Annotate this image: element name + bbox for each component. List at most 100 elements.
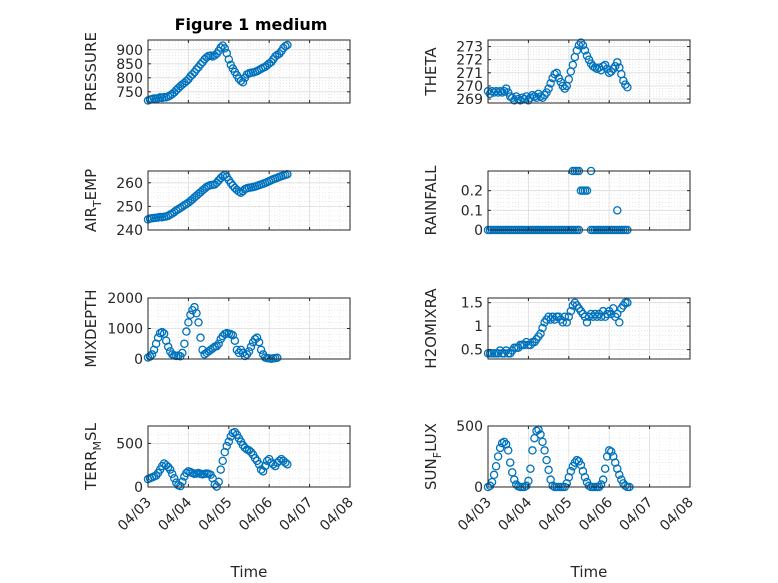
data-point <box>572 46 582 55</box>
y-grid <box>488 41 690 102</box>
y-label-main: PRESSURE <box>82 32 100 111</box>
y-tick-label: 273 <box>456 40 483 56</box>
data-point <box>606 67 616 76</box>
axes-box <box>147 425 351 488</box>
data-point <box>254 460 264 469</box>
data-point <box>186 310 195 320</box>
data-point <box>564 75 574 84</box>
data-point <box>526 464 535 473</box>
y-label-main: TERR <box>82 450 100 491</box>
data-point <box>544 465 553 475</box>
series-markers <box>143 302 282 363</box>
data-point <box>621 481 630 491</box>
data-point <box>499 86 509 96</box>
y-tick-label: 1000 <box>107 322 143 338</box>
data-point <box>546 79 555 88</box>
y-tick-label: 1.5 <box>461 296 483 312</box>
x-ticks <box>147 171 351 230</box>
data-point <box>167 469 177 479</box>
subplot-mixdepth: 0 1000 2000 MIXDEPTH <box>82 289 351 368</box>
y-axis-label: AIRTEMP <box>82 169 104 232</box>
y-ticks: 240 250 260 <box>116 176 350 239</box>
axes-box <box>147 39 351 104</box>
data-point <box>522 481 531 491</box>
data-point <box>230 427 240 437</box>
data-point <box>582 318 592 327</box>
data-point <box>580 472 590 482</box>
y-ticks: 0 0.1 0.2 <box>461 184 690 239</box>
y-tick-label: 900 <box>116 43 143 59</box>
data-point <box>510 475 519 484</box>
data-point <box>580 46 590 55</box>
data-point <box>216 465 225 474</box>
data-point <box>250 453 260 463</box>
data-point <box>516 96 525 105</box>
data-point <box>244 347 254 356</box>
data-point <box>497 438 507 448</box>
data-point <box>216 43 225 52</box>
x-ticks <box>487 171 691 230</box>
y-axis-label: TERRMSL <box>82 422 104 491</box>
data-point <box>495 443 505 453</box>
data-point <box>560 84 570 93</box>
data-point <box>596 480 606 489</box>
y-label-main: THETA <box>422 47 440 97</box>
data-point <box>568 60 578 70</box>
data-point <box>157 461 167 471</box>
y-tick-label: 500 <box>116 436 143 452</box>
y-tick-label: 500 <box>456 419 483 435</box>
data-point <box>499 437 509 447</box>
data-point <box>180 339 189 348</box>
y-tick-label: 269 <box>456 92 483 108</box>
data-point <box>538 437 547 447</box>
series-markers <box>143 427 292 491</box>
data-point <box>188 70 197 79</box>
data-point <box>623 83 632 92</box>
axes-box <box>487 170 691 231</box>
data-point <box>218 456 227 466</box>
data-point <box>262 456 272 466</box>
x-ticks <box>147 298 351 359</box>
data-point <box>560 312 570 322</box>
y-tick-label: 0.1 <box>461 203 483 219</box>
y-tick-label: 0.5 <box>461 343 483 359</box>
y-label-tail: SL <box>82 422 100 441</box>
y-tick-label: 0.2 <box>461 184 483 200</box>
data-point <box>178 348 187 358</box>
x-axis-label: Time <box>230 563 268 581</box>
data-point <box>196 333 205 342</box>
data-point <box>613 309 622 319</box>
data-point <box>544 84 553 93</box>
x-axis-label: Time <box>570 563 608 581</box>
data-point <box>493 452 503 461</box>
data-point <box>192 308 201 318</box>
data-point <box>202 53 211 62</box>
data-point <box>275 456 284 466</box>
subplot-rainfall: 0 0.1 0.2 RAINFALL <box>422 165 691 239</box>
y-grid <box>148 173 350 226</box>
x-ticks <box>487 40 691 103</box>
y-label-main: H2OMIXRA <box>422 288 440 369</box>
y-tick-label: 260 <box>116 176 143 192</box>
data-point <box>491 86 501 96</box>
y-tick-label: 271 <box>456 66 483 82</box>
x-grid <box>497 171 681 230</box>
data-point <box>258 467 268 476</box>
data-point <box>493 88 503 97</box>
data-point <box>214 339 223 348</box>
data-point <box>562 318 572 327</box>
data-point <box>489 88 499 97</box>
y-tick-label: 270 <box>456 79 483 95</box>
y-label-subscript: T <box>91 200 104 208</box>
data-point <box>184 318 193 327</box>
data-point <box>208 344 217 353</box>
axes-box <box>487 425 691 488</box>
y-tick-label: 240 <box>116 223 143 239</box>
x-ticks <box>487 298 691 359</box>
data-point <box>615 470 624 480</box>
data-point <box>283 40 292 50</box>
